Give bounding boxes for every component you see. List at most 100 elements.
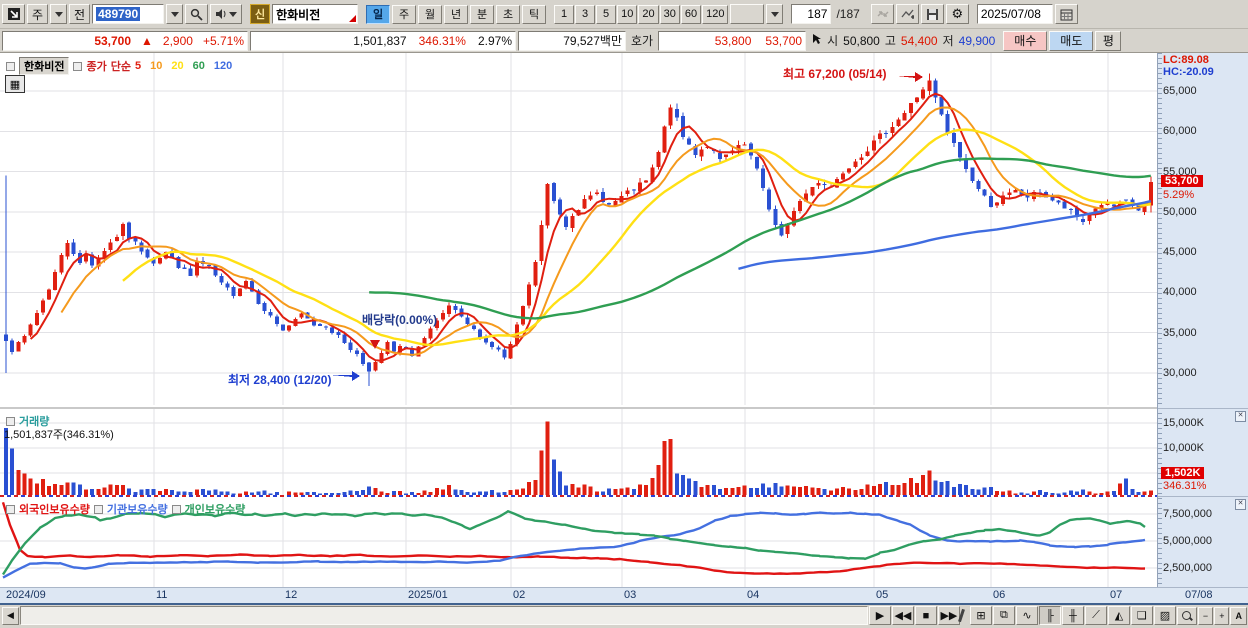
timeframe-button-주[interactable]: 주	[392, 5, 416, 24]
symbol-legend[interactable]: 한화비전	[19, 57, 69, 75]
x-axis-label-05: 05	[876, 589, 888, 601]
fast-forward-icon[interactable]: ▶▶	[938, 606, 960, 625]
minute-button-3[interactable]: 3	[575, 5, 595, 24]
stock-window-icon[interactable]	[2, 4, 25, 24]
custom-minute-arrow-icon[interactable]	[766, 4, 783, 24]
open-label: 시	[824, 32, 841, 49]
x-axis-label-02: 02	[513, 589, 525, 601]
simple-ma-legend: 단순	[111, 58, 131, 74]
holdings-legend-checkbox[interactable]	[94, 505, 103, 514]
holdings-tick: 5,000,000	[1163, 535, 1212, 547]
calendar-icon[interactable]	[1055, 4, 1078, 24]
period-combo[interactable]: 주	[27, 4, 48, 24]
candle-chart-type-icon[interactable]: ╫	[1062, 606, 1084, 625]
rewind-icon[interactable]: ◀◀	[892, 606, 914, 625]
annotation-low: 최저 28,400 (12/20)	[228, 371, 331, 388]
period-combo-value: 주	[32, 6, 43, 23]
volume-legend-checkbox[interactable]	[6, 417, 15, 426]
crosshair-grid-icon[interactable]: ▦	[5, 75, 25, 93]
zoom-in-button[interactable]: +	[1214, 607, 1229, 625]
holdings-legend-checkbox[interactable]	[6, 505, 15, 514]
auto-scale-button[interactable]: A	[1230, 607, 1247, 625]
ma-period-label-120: 120	[214, 60, 232, 72]
timeframe-button-년[interactable]: 년	[444, 5, 468, 24]
bar-count-input[interactable]: 187	[791, 4, 831, 24]
minute-button-5[interactable]: 5	[596, 5, 616, 24]
period-combo-arrow-icon[interactable]	[50, 4, 67, 24]
price-change: 2,900	[163, 34, 193, 48]
price-tick: 40,000	[1163, 286, 1197, 298]
stop-icon[interactable]: ■	[915, 606, 937, 625]
x-axis-label-07/08: 07/08	[1185, 589, 1213, 601]
price-tick: 65,000	[1163, 85, 1197, 97]
x-axis-label-03: 03	[624, 589, 636, 601]
low-label: 저	[940, 32, 957, 49]
timeframe-button-분[interactable]: 분	[470, 5, 494, 24]
cascade-windows-icon[interactable]: ⧉	[993, 606, 1015, 625]
high-label: 고	[882, 32, 899, 49]
price-tick: 30,000	[1163, 367, 1197, 379]
x-axis-label-2024/09: 2024/09	[6, 589, 46, 601]
price-tick: 45,000	[1163, 246, 1197, 258]
current-price: 53,700	[94, 34, 131, 48]
stock-code-input[interactable]: 489790	[92, 4, 164, 24]
minute-button-20[interactable]: 20	[638, 5, 658, 24]
buy-button[interactable]: 매수	[1003, 31, 1047, 51]
avg-button[interactable]: 평	[1095, 31, 1121, 51]
x-axis-label-12: 12	[285, 589, 297, 601]
settings-gear-icon[interactable]: ⚙	[946, 4, 969, 24]
price-pane[interactable]	[0, 53, 1157, 407]
date-input[interactable]: 2025/07/08	[977, 4, 1053, 24]
annotation-ex-dividend: 배당락(0.00%)	[362, 311, 437, 328]
speaker-icon[interactable]	[210, 4, 242, 24]
volume-badge: 1,502K	[1161, 467, 1204, 479]
prev-stock-button[interactable]: 전	[69, 4, 90, 24]
price-tick: 50,000	[1163, 206, 1197, 218]
timeframe-button-초[interactable]: 초	[496, 5, 520, 24]
zoom-out-button[interactable]: −	[1198, 607, 1213, 625]
compare-icon[interactable]	[871, 4, 894, 24]
bar-chart-type-icon[interactable]: ╟	[1039, 606, 1061, 625]
sell-button[interactable]: 매도	[1049, 31, 1093, 51]
holdings-legend-checkbox[interactable]	[172, 505, 181, 514]
low-price: 49,900	[959, 34, 996, 48]
holdings-pane-close-icon[interactable]: ✕	[1235, 499, 1246, 510]
ma-period-label-10: 10	[150, 60, 162, 72]
scroll-left-icon[interactable]: ◀	[2, 607, 19, 625]
minute-button-120[interactable]: 120	[702, 5, 728, 24]
add-indicator-icon[interactable]	[896, 4, 919, 24]
timeframe-button-틱[interactable]: 틱	[522, 5, 546, 24]
minute-button-10[interactable]: 10	[617, 5, 637, 24]
volume-pane[interactable]	[0, 409, 1157, 495]
minute-button-60[interactable]: 60	[681, 5, 701, 24]
line-chart-type-icon[interactable]: ⟋	[1085, 606, 1107, 625]
minute-button-1[interactable]: 1	[554, 5, 574, 24]
holdings-tick: 2,500,000	[1163, 562, 1212, 574]
current-price-badge: 53,700	[1161, 175, 1203, 187]
cursor-icon	[812, 33, 822, 48]
search-icon[interactable]	[185, 4, 208, 24]
volume-pane-close-icon[interactable]: ✕	[1235, 411, 1246, 422]
ma-legend-checkbox[interactable]	[73, 62, 82, 71]
custom-minute-combo[interactable]	[730, 4, 764, 24]
area-chart-type-icon[interactable]: ◭	[1108, 606, 1130, 625]
cube-chart-icon[interactable]: ❏	[1131, 606, 1153, 625]
minute-button-30[interactable]: 30	[660, 5, 680, 24]
bid-price: 53,700	[765, 34, 802, 48]
stock-name-field[interactable]: 한화비전	[272, 4, 358, 24]
zoom-tool-icon[interactable]	[1177, 607, 1197, 625]
grid-add-icon[interactable]: ⊞	[970, 606, 992, 625]
play-icon[interactable]: ▶	[869, 606, 891, 625]
code-dropdown-icon[interactable]	[166, 4, 183, 24]
save-chart-icon[interactable]	[921, 4, 944, 24]
trendline-icon[interactable]: ∿	[1016, 606, 1038, 625]
up-arrow-icon: ▲	[141, 34, 153, 48]
chart-image-icon[interactable]: ▨	[1154, 606, 1176, 625]
open-price: 50,800	[843, 34, 880, 48]
timeframe-button-월[interactable]: 월	[418, 5, 442, 24]
symbol-legend-checkbox[interactable]	[6, 62, 15, 71]
chart-hscrollbar[interactable]	[20, 606, 868, 625]
timeframe-button-일[interactable]: 일	[366, 5, 390, 24]
